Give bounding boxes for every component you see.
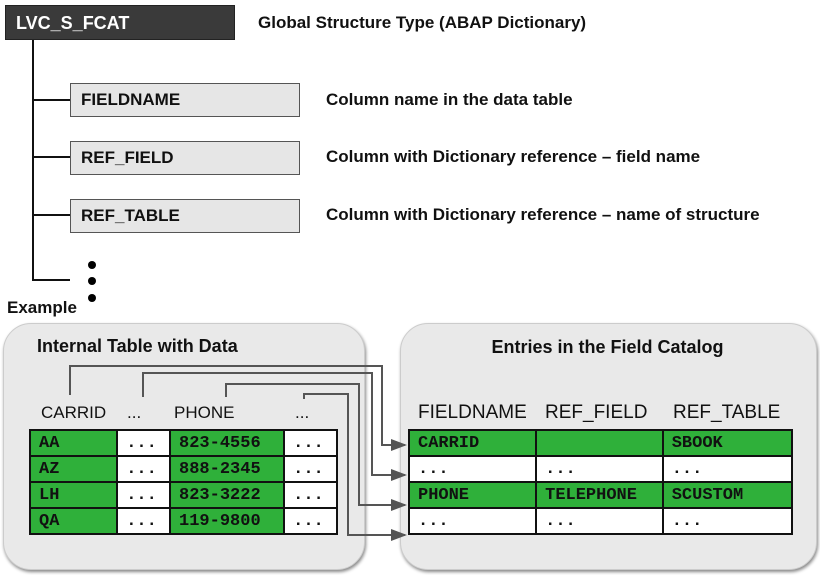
column-header: REF_TABLE (673, 402, 781, 423)
cell: ... (407, 455, 538, 483)
field-catalog-table: CARRID SBOOK ......... PHONE TELEPHONE SCUS… (407, 429, 794, 535)
internal-table: AA... 823-4556... AZ... 888-2345... LH... 8… (28, 429, 338, 535)
ellipsis-dot (88, 261, 96, 269)
field-box-fieldname: FIELDNAME (70, 83, 300, 117)
arrow-dots-1 (142, 372, 407, 481)
internal-table-title: Internal Table with Data (37, 336, 238, 356)
cell: 119-9800 (169, 507, 286, 535)
column-header: PHONE (174, 403, 235, 422)
table-row: ......... (407, 455, 794, 483)
table-row: LH... 823-3222... (28, 481, 338, 509)
cell: 888-2345 (169, 455, 286, 483)
cell: ... (116, 507, 172, 535)
column-header: ... (127, 403, 142, 422)
structure-description: Global Structure Type (ABAP Dictionary) (258, 13, 587, 32)
cell (535, 429, 664, 457)
column-header: ... (295, 403, 310, 422)
cell: ... (283, 429, 338, 457)
field-box-ref-table: REF_TABLE (70, 199, 300, 233)
table-row: CARRID SBOOK (407, 429, 794, 457)
tree-lines (32, 40, 70, 281)
cell: ... (116, 429, 172, 457)
cell: 823-4556 (169, 429, 286, 457)
cell: ... (283, 455, 338, 483)
cell: PHONE (407, 481, 538, 509)
cell: AZ (28, 455, 119, 483)
field-catalog-title: Entries in the Field Catalog (491, 337, 724, 357)
cell: QA (28, 507, 119, 535)
cell: ... (535, 507, 664, 535)
cell: SCUSTOM (661, 481, 794, 509)
ellipsis-dot (88, 277, 96, 285)
cell: ... (116, 481, 172, 509)
cell: TELEPHONE (535, 481, 664, 509)
cell: 823-3222 (169, 481, 286, 509)
cell: ... (116, 455, 172, 483)
table-row: AZ... 888-2345... (28, 455, 338, 483)
field-description-fieldname: Column name in the data table (326, 90, 573, 109)
table-row: PHONE TELEPHONE SCUSTOM (407, 481, 794, 509)
example-label: Example (7, 298, 77, 317)
column-header: CARRID (41, 403, 107, 422)
cell: AA (28, 429, 119, 457)
cell: ... (283, 481, 338, 509)
table-row: QA... 119-9800... (28, 507, 338, 535)
cell: ... (407, 507, 538, 535)
arrow-phone (225, 383, 407, 511)
cell: CARRID (407, 429, 538, 457)
arrow-carrid (69, 365, 407, 451)
cell: ... (661, 507, 794, 535)
field-box-ref-field: REF_FIELD (70, 141, 300, 175)
structure-box: LVC_S_FCAT (5, 5, 235, 40)
cell: ... (661, 455, 794, 483)
tree-trunk (32, 40, 70, 281)
ellipsis-dot (88, 294, 96, 302)
table-row: ......... (407, 507, 794, 535)
cell: ... (535, 455, 664, 483)
cell: SBOOK (661, 429, 794, 457)
field-description-ref-field: Column with Dictionary reference – field… (326, 147, 701, 166)
column-header: FIELDNAME (418, 402, 527, 423)
cell: LH (28, 481, 119, 509)
arrow-dots-2 (303, 393, 407, 541)
cell: ... (283, 507, 338, 535)
field-description-ref-table: Column with Dictionary reference – name … (326, 205, 760, 224)
table-row: AA... 823-4556... (28, 429, 338, 457)
column-header: REF_FIELD (545, 402, 648, 423)
